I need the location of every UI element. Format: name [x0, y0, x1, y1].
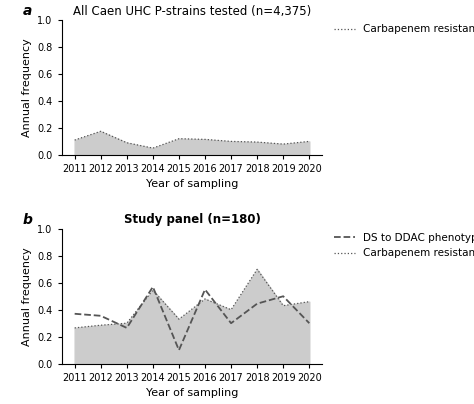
Text: a: a — [23, 4, 32, 18]
Text: b: b — [23, 213, 32, 227]
X-axis label: Year of sampling: Year of sampling — [146, 388, 238, 398]
Title: Study panel (n=180): Study panel (n=180) — [124, 213, 260, 226]
Y-axis label: Annual frequency: Annual frequency — [22, 38, 32, 137]
Legend: DS to DDAC phenotype, Carbapenem resistance phenotype: DS to DDAC phenotype, Carbapenem resista… — [330, 229, 474, 263]
X-axis label: Year of sampling: Year of sampling — [146, 179, 238, 189]
Legend: Carbapenem resistance phenotype: Carbapenem resistance phenotype — [330, 20, 474, 38]
Title: All Caen UHC P-strains tested (n=4,375): All Caen UHC P-strains tested (n=4,375) — [73, 4, 311, 18]
Y-axis label: Annual frequency: Annual frequency — [22, 247, 32, 346]
